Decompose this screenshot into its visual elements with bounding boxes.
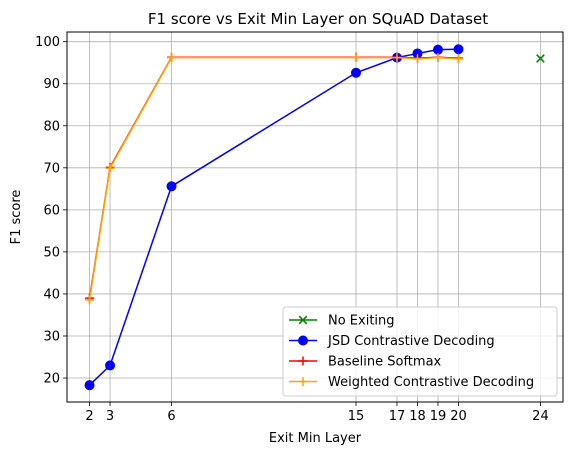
grid [67,32,563,402]
legend-item: Baseline Softmax [289,355,442,370]
series-2 [85,52,463,303]
data-point [392,53,402,63]
legend-swatch-marker [298,335,308,346]
x-tick-label: 18 [409,409,426,424]
data-point [453,44,464,55]
y-tick-label: 70 [43,161,60,176]
data-point [105,163,115,173]
x-axis: 2 3 6 15 17 18 19 20 24 [85,402,549,424]
data-point [105,360,116,371]
data-point [166,181,177,192]
x-tick-label: 19 [430,409,447,424]
y-tick-label: 40 [43,287,60,302]
x-tick-label: 15 [348,409,365,424]
y-tick-label: 30 [43,329,60,344]
y-tick-label: 60 [43,203,60,218]
legend-swatch-marker [298,315,308,325]
y-tick-label: 50 [43,245,60,260]
legend-swatch-marker [298,377,308,386]
x-tick-label: 6 [167,409,175,424]
legend-swatch-marker [298,356,308,366]
legend-label: No Exiting [328,314,395,329]
chart-title: F1 score vs Exit Min Layer on SQuAD Data… [148,10,488,28]
x-tick-label: 3 [106,409,114,424]
x-tick-label: 2 [85,409,93,424]
legend-item: JSD Contrastive Decoding [289,334,495,349]
data-point [351,53,361,63]
plot-frame [66,31,564,403]
series-3 [85,53,463,305]
y-tick-label: 90 [43,77,60,92]
y-tick-label: 80 [43,119,60,134]
legend-label: Baseline Softmax [328,355,442,370]
legend-label: Weighted Contrastive Decoding [328,375,534,390]
data-point [84,380,95,391]
legend-item: Weighted Contrastive Decoding [289,375,534,390]
legend-item: No Exiting [289,314,395,329]
data-point [412,54,422,64]
data-point [536,54,545,63]
series-0 [536,54,545,63]
y-tick-label: 20 [43,372,60,387]
legend: No Exiting JSD Contrastive Decoding Baseli… [282,306,558,397]
data-point [85,295,95,305]
y-tick-label: 100 [35,35,60,50]
legend-label: JSD Contrastive Decoding [327,334,495,349]
y-axis: 20 30 40 50 60 70 80 90 100 [35,35,67,387]
legend-box [282,306,558,397]
x-tick-label: 17 [389,409,406,424]
x-tick-label: 20 [450,409,467,424]
data-point [433,53,443,63]
data-point [167,53,177,63]
series-layer [84,44,545,391]
data-point [453,54,463,64]
x-axis-label: Exit Min Layer [269,431,362,446]
x-tick-label: 24 [532,409,549,424]
y-axis-label: F1 score [9,190,24,245]
data-point [350,67,361,78]
